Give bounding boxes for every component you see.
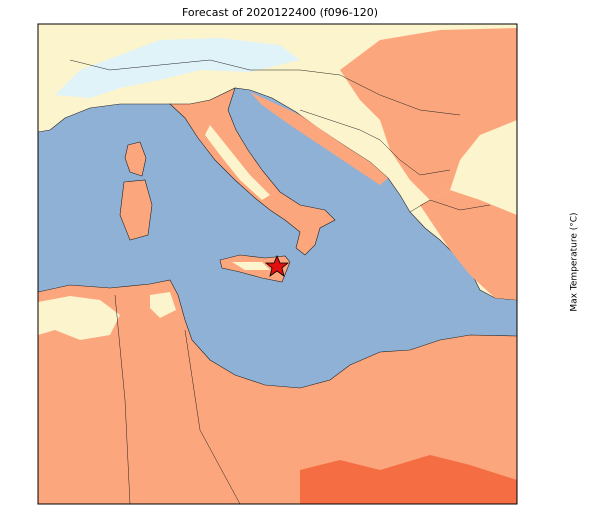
mild-tunisia (150, 292, 176, 318)
mild-africa (38, 296, 120, 340)
cold-alps (55, 38, 300, 98)
warm-coast (250, 92, 388, 185)
colorbar-label: Max Temperature (°C) (570, 212, 580, 311)
warm-greece (420, 190, 517, 300)
mild-sicily (232, 262, 270, 270)
mild-italy (205, 125, 270, 200)
title: Forecast of 2020122400 (f096-120) (182, 6, 378, 19)
borders (69, 59, 491, 504)
land-corsica (124, 141, 147, 177)
land-africa (38, 279, 517, 504)
hot-desert (300, 455, 517, 504)
map (38, 24, 517, 504)
warm-balkans (340, 28, 517, 200)
map-frame (37, 23, 518, 505)
forecast-point (264, 254, 290, 277)
land-sardinia (119, 179, 153, 241)
